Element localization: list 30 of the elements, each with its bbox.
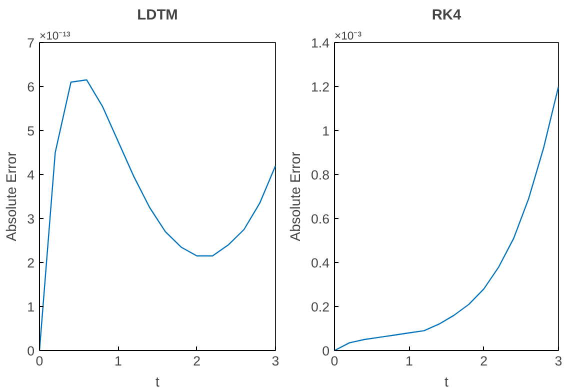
chart-title: RK4: [432, 8, 462, 24]
annotation: ×10⁻¹³: [40, 30, 70, 42]
x-axis-title: t: [444, 374, 449, 390]
y-axis-title: Absolute Error: [286, 151, 303, 242]
y-tick-label: 6: [27, 80, 35, 94]
y-tick-label: 1: [322, 124, 330, 138]
y-tick-label: 0.6: [310, 212, 330, 226]
y-tick-label: 2: [27, 256, 35, 270]
x-tick-label: 3: [554, 354, 562, 368]
y-tick-label: 0.4: [310, 256, 330, 270]
x-axis-title: t: [156, 374, 160, 390]
x-tick-label: 2: [480, 354, 488, 368]
annotation: ×10⁻³: [334, 30, 362, 42]
y-tick-label: 0: [322, 344, 330, 358]
y-tick-label: 3: [27, 212, 35, 226]
chart-title: LDTM: [137, 8, 178, 24]
y-tick-label: 1.2: [310, 80, 330, 94]
x-tick-label: 3: [272, 354, 280, 368]
x-tick-label: 1: [114, 354, 122, 368]
y-tick-label: 0.8: [310, 168, 330, 182]
y-tick-label: 0.2: [310, 300, 330, 314]
y-tick-label: 5: [27, 124, 35, 138]
y-tick-label: 1: [27, 300, 35, 314]
x-tick-label: 2: [193, 354, 201, 368]
y-axis-title: Absolute Error: [3, 151, 20, 242]
x-tick-label: 1: [405, 354, 413, 368]
y-tick-label: 4: [27, 168, 36, 182]
y-tick-label: 0: [27, 344, 35, 358]
y-tick-label: 7: [27, 36, 35, 50]
y-tick-label: 1.4: [310, 36, 330, 50]
